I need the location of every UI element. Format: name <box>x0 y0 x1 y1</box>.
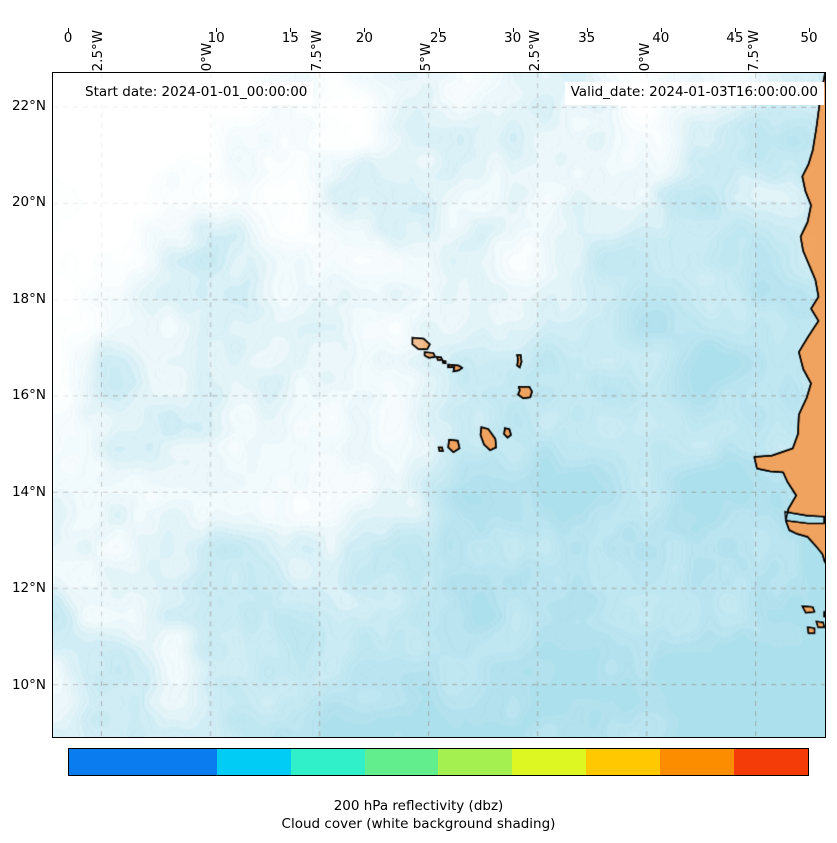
colorbar-tick-mark-7 <box>660 28 662 32</box>
valid-date-annotation: Valid_date: 2024-01-03T16:00:00.00 <box>564 82 824 105</box>
colorbar-tick-mark-3 <box>364 28 366 32</box>
y-tick-label-0: 22°N <box>11 97 46 114</box>
colorbar-segment-6 <box>586 749 661 775</box>
colorbar-segment-7 <box>660 749 735 775</box>
colorbar-axis-label: 200 hPa reflectivity (dbz) Cloud cover (… <box>0 798 837 834</box>
colorbar[interactable] <box>68 748 809 776</box>
colorbar-tick-mark-4 <box>438 28 440 32</box>
colorbar-tick-label-0: 0 <box>63 30 73 46</box>
colorbar-tick-mark-8 <box>734 28 736 32</box>
colorbar-segment-4 <box>438 749 513 775</box>
colorbar-tick-mark-1 <box>216 28 218 32</box>
map-plot-area[interactable]: Start date: 2024-01-01_00:00:00 Valid_da… <box>52 72 826 738</box>
colorbar-label-line-1: 200 hPa reflectivity (dbz) <box>333 798 504 814</box>
y-tick-label-4: 14°N <box>11 483 46 500</box>
colorbar-tick-label-8: 45 <box>726 30 744 46</box>
colorbar-segment-3 <box>364 749 439 775</box>
colorbar-tick-label-9: 50 <box>800 30 818 46</box>
colorbar-label-line-2: Cloud cover (white background shading) <box>281 815 556 832</box>
y-tick-label-1: 20°N <box>11 194 46 211</box>
colorbar-segment-8 <box>734 749 808 775</box>
colorbar-segment-2 <box>290 749 365 775</box>
colorbar-tick-label-6: 35 <box>578 30 596 46</box>
weather-map-render <box>53 73 825 737</box>
colorbar-tick-label-2: 15 <box>281 30 299 46</box>
colorbar-tick-label-7: 40 <box>652 30 670 46</box>
colorbar-tick-mark-9 <box>809 28 810 32</box>
colorbar-tick-label-5: 30 <box>504 30 522 46</box>
colorbar-tick-label-4: 25 <box>429 30 448 46</box>
y-tick-label-2: 18°N <box>11 290 46 307</box>
colorbar-segment-0 <box>69 749 217 775</box>
colorbar-tick-mark-6 <box>586 28 588 32</box>
y-tick-label-6: 10°N <box>11 676 46 693</box>
colorbar-tick-mark-0 <box>68 28 69 32</box>
colorbar-tick-mark-2 <box>290 28 292 32</box>
colorbar-segment-1 <box>216 749 291 775</box>
y-tick-label-5: 12°N <box>11 580 46 597</box>
colorbar-tick-label-1: 10 <box>207 30 225 46</box>
start-date-annotation: Start date: 2024-01-01_00:00:00 <box>79 82 314 105</box>
y-tick-label-3: 16°N <box>11 387 46 404</box>
colorbar-tick-label-3: 20 <box>355 30 373 46</box>
colorbar-tick-mark-5 <box>512 28 514 32</box>
colorbar-segment-5 <box>512 749 587 775</box>
